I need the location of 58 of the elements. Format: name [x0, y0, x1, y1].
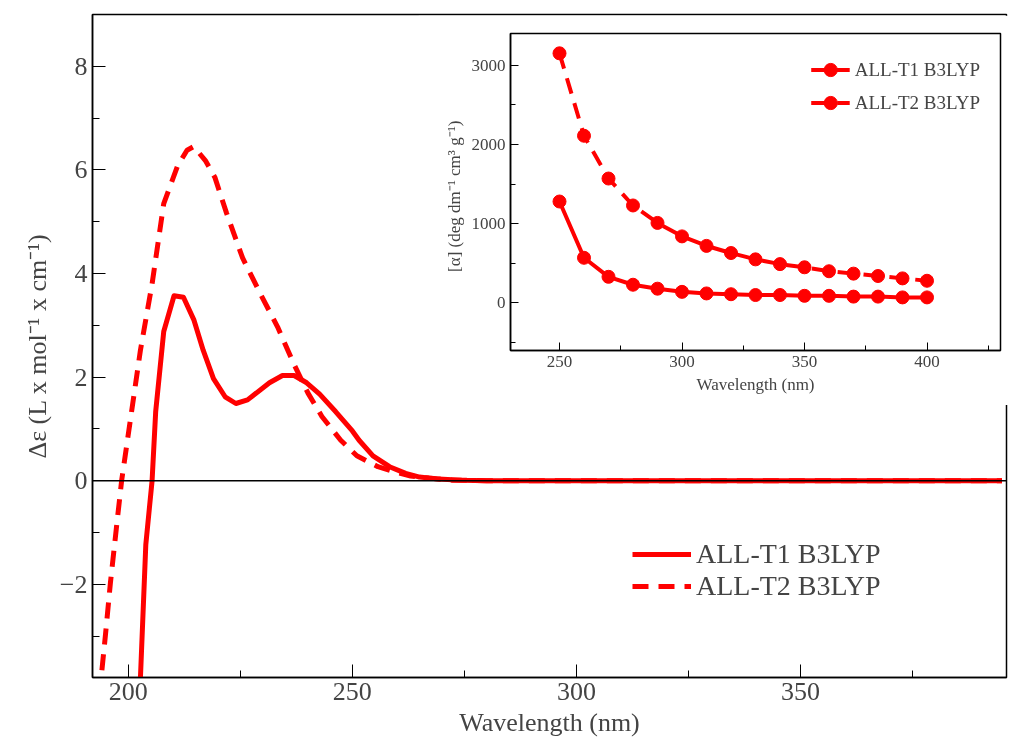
y-tick-label: 6	[74, 155, 88, 185]
y-tick-label: 4	[74, 258, 88, 288]
point	[601, 171, 616, 186]
point	[748, 252, 763, 267]
x-axis-title: Wavelength (nm)	[696, 374, 815, 394]
point	[748, 288, 763, 303]
point	[773, 257, 787, 272]
y-axis-title: Δε (L x mol⁻¹ x cm⁻¹)	[22, 234, 52, 459]
point	[895, 290, 910, 305]
legend-label: ALL-T2 B3LYP	[854, 91, 980, 114]
point	[797, 260, 812, 275]
point	[626, 198, 640, 213]
y-tick-label: 0	[74, 466, 88, 496]
y-tick-label: 2000	[471, 134, 506, 154]
point	[797, 288, 812, 303]
x-tick-label: 350	[791, 351, 818, 371]
y-axis-title: [α] (deg dm⁻¹ cm³ g⁻¹)	[444, 120, 464, 272]
x-tick-label: 300	[669, 351, 695, 371]
point	[822, 288, 836, 303]
point	[822, 264, 836, 279]
legend-label: ALL-T1 B3LYP	[696, 538, 881, 570]
point	[552, 194, 567, 209]
point	[846, 289, 861, 304]
x-tick-label: 400	[914, 351, 940, 371]
point	[773, 288, 787, 303]
point	[871, 269, 885, 283]
y-tick-label: 0	[497, 293, 506, 313]
point	[871, 289, 885, 304]
point	[577, 128, 591, 143]
point	[552, 46, 567, 61]
legend-label: ALL-T1 B3LYP	[854, 58, 980, 81]
point	[650, 215, 665, 230]
point	[577, 250, 591, 265]
legend-label: ALL-T2 B3LYP	[696, 570, 881, 602]
point	[724, 246, 738, 261]
point	[920, 273, 934, 288]
x-axis-title: Wavelength (nm)	[459, 707, 640, 737]
y-tick-label: 8	[74, 51, 88, 81]
x-tick-label: 350	[780, 676, 820, 706]
point	[724, 287, 738, 302]
x-tick-label: 250	[546, 351, 573, 371]
point	[699, 286, 714, 301]
point	[675, 229, 689, 244]
y-tick-label: 1000	[471, 214, 506, 234]
point	[920, 290, 934, 305]
point	[895, 271, 910, 286]
x-tick-label: 200	[108, 676, 148, 706]
point	[675, 284, 689, 299]
x-tick-label: 300	[556, 676, 596, 706]
x-tick-label: 250	[332, 676, 372, 706]
y-tick-label: 2	[74, 362, 88, 392]
point	[650, 281, 665, 296]
y-tick-label: 3000	[471, 55, 506, 75]
point	[601, 269, 616, 284]
y-tick-label: −2	[59, 569, 88, 599]
point	[699, 238, 714, 253]
point	[626, 277, 640, 292]
point	[846, 266, 861, 281]
